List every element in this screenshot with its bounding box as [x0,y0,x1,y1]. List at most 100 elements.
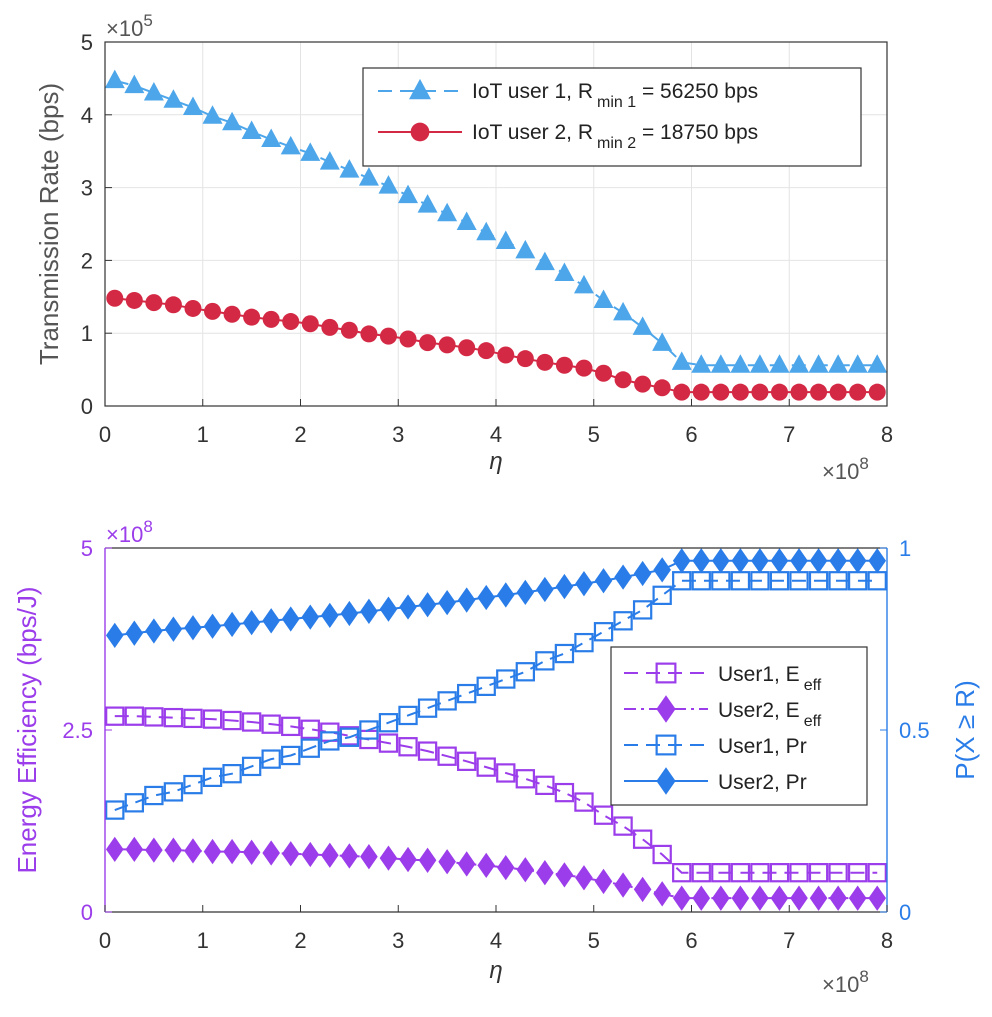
top-series-1-point [691,354,712,373]
top-series-1-point [808,354,829,373]
bottom-x-tick-label: 1 [197,928,209,953]
top-series-2-point [751,383,769,401]
bottom-series-2-point [242,839,261,865]
top-series-2-point [849,383,867,401]
bottom-x-tick-label: 8 [881,928,893,953]
top-series-1-point [456,211,477,231]
top-y-tick-label: 2 [81,248,93,273]
top-series-1-point [828,354,849,373]
bottom-series-3-point [359,720,379,740]
bottom-series-2-point [321,842,339,868]
top-series-1-point [789,354,810,373]
top-series-2-point [829,383,847,401]
top-x-multiplier: ×108 [822,454,869,484]
bottom-series-4-point [203,613,222,639]
top-y-tick-label: 3 [81,176,93,201]
top-series-2-point [712,383,730,401]
bottom-series-1-point [750,863,770,883]
bottom-x-tick-label: 2 [294,928,306,953]
top-series-1-point [476,221,497,241]
bottom-series-1-point [574,792,594,812]
bottom-left-tick-label: 2.5 [62,718,93,743]
top-series-1-point [339,159,360,178]
top-series-1-point [554,262,575,282]
bottom-series-2-point [438,849,456,875]
bottom-series-1-point [789,863,809,883]
bottom-series-1-point [124,706,145,726]
top-legend [362,67,862,167]
bottom-series-3-point [339,727,360,747]
bottom-series-1-point [730,863,751,883]
top-series-2-point [516,350,534,368]
bottom-series-4-point [301,604,320,630]
bottom-series-1-point [535,775,555,796]
top-series-1-point [515,239,536,259]
top-series-2-point [595,364,613,382]
bottom-series-4-point [770,548,789,574]
top-series-1-point [261,128,282,148]
top-series-2-point [536,353,554,371]
bottom-series-2-point [770,885,789,911]
top-series-2-point [145,294,163,312]
top-series-1-point [378,175,399,194]
bottom-series-2-point [712,885,730,911]
bottom-series-3-point [124,793,145,813]
bottom-series-3-point [613,611,633,631]
bottom-series-1-point [632,829,653,849]
bottom-series-2-point [692,885,711,911]
bottom-series-3-point [300,738,320,758]
bottom-series-3-point [437,691,457,711]
bottom-y-multiplier: ×108 [106,517,153,547]
bottom-series-4-point [575,571,593,597]
bottom-series-4-point [438,589,456,616]
bottom-series-3-point [144,785,164,806]
bottom-right-tick-label: 0 [899,900,911,925]
bottom-series-4-point [340,600,359,627]
bottom-series-4-point [496,582,515,608]
top-series-1-point [202,105,223,124]
top-series-2-point [790,383,808,401]
top-series-2-point [243,308,261,326]
top-series-1-point [730,354,751,373]
bottom-series-2-point [790,885,808,911]
bottom-series-3-point [417,698,438,718]
top-x-tick-label: 3 [392,422,404,447]
top-series-2-point [458,339,476,357]
top-series-2-point [223,305,241,323]
bottom-series-2-point [281,841,300,867]
bottom-x-tick-label: 5 [588,928,600,953]
bottom-series-3-point [574,632,594,653]
bottom-series-1-point [691,863,711,883]
bottom-series-3-point [281,745,301,766]
bottom-series-4-point [633,560,652,587]
bottom-series-4-point [164,616,183,642]
bottom-series-2-point [184,838,202,864]
top-series-2-point [614,371,632,389]
top-series-1-point [573,274,594,294]
top-series-2-point [692,383,710,401]
bottom-series-4-point [653,557,671,583]
bottom-series-2-point [555,862,574,888]
bottom-series-3-point [398,705,418,726]
bottom-series-3-point [632,600,653,620]
bottom-series-4-point [125,620,144,646]
bottom-series-1-point [281,716,301,737]
bottom-series-1-point [496,763,516,783]
top-series-1-point [847,354,868,373]
bottom-x-label: η [489,957,502,984]
top-series-2-point [125,291,143,309]
bottom-series-4-point [829,548,847,574]
bottom-series-1-point [828,863,848,883]
top-series-2-point [731,383,749,401]
top-series-2-point [555,356,573,374]
top-series-2-point [379,327,397,345]
bottom-series-3-point [456,683,477,704]
top-series-1-point [222,111,243,131]
bottom-series-2-point [633,876,652,903]
bottom-right-tick-label: 1 [899,536,911,561]
bottom-series-4-point [477,584,496,611]
bottom-series-4-point [692,548,711,574]
bottom-series-1-point [711,863,731,883]
bottom-series-3-point [515,662,536,682]
